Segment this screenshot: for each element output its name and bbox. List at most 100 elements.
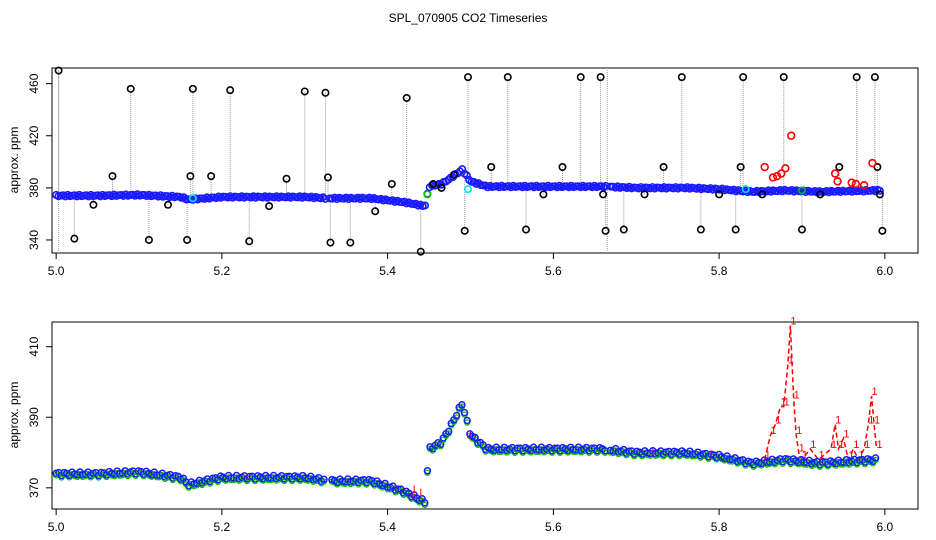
spike-point bbox=[265, 202, 274, 211]
series-label: 1 bbox=[775, 414, 781, 426]
baseline-point bbox=[460, 408, 469, 417]
outlier-point bbox=[777, 169, 786, 178]
spike-point bbox=[188, 84, 197, 93]
spike-point bbox=[245, 237, 254, 246]
spike-point bbox=[144, 235, 153, 244]
spike-point bbox=[835, 163, 844, 172]
baseline-point bbox=[421, 201, 430, 210]
spike-point bbox=[300, 87, 309, 96]
spike-point bbox=[387, 179, 396, 188]
bottom-y-tick-label: 390 bbox=[27, 407, 41, 427]
spike-point bbox=[539, 190, 548, 199]
accent-point bbox=[464, 185, 473, 194]
accent-point bbox=[797, 186, 806, 195]
spike-point bbox=[870, 73, 879, 82]
series-label: 1 bbox=[868, 414, 874, 426]
spike-point bbox=[449, 170, 458, 179]
baseline-point bbox=[320, 475, 328, 484]
series-label: 1 bbox=[802, 450, 808, 462]
spike-point bbox=[164, 200, 173, 209]
spike-point bbox=[402, 93, 411, 102]
bottom-plot-frame bbox=[51, 321, 919, 510]
bottom-x-tick-label: 6.0 bbox=[877, 520, 894, 534]
series-label: 1 bbox=[864, 439, 870, 451]
spike-point bbox=[878, 226, 887, 235]
top-x-tick-label: 6.0 bbox=[877, 264, 894, 278]
bottom-x-tick-label: 5.8 bbox=[711, 520, 728, 534]
bottom-axes: 5.0 5.2 5.4 5.6 5.8 6.0 370 390 410 bbox=[27, 336, 894, 534]
series-label: 1 bbox=[788, 354, 794, 366]
spike-point bbox=[779, 73, 788, 82]
spike-point bbox=[696, 225, 705, 234]
outlier-point bbox=[760, 162, 769, 172]
series-label: 1 bbox=[835, 414, 841, 426]
spike-point bbox=[437, 183, 446, 192]
spike-point bbox=[282, 174, 291, 183]
spike-point bbox=[875, 190, 884, 199]
spike-point bbox=[429, 179, 438, 188]
accent-point bbox=[741, 185, 750, 194]
spike-point bbox=[464, 73, 473, 82]
spike-point bbox=[640, 190, 649, 199]
baseline-point bbox=[875, 186, 884, 195]
spike-point bbox=[715, 190, 724, 199]
top-y-tick-label: 420 bbox=[27, 125, 41, 145]
series-label: 1 bbox=[796, 425, 802, 437]
outlier-point bbox=[868, 158, 877, 168]
spike-point bbox=[54, 66, 63, 75]
top-axes: 5.0 5.2 5.4 5.6 5.8 6.0 340 380 420 460 bbox=[27, 73, 894, 278]
series-label: 1 bbox=[843, 428, 849, 440]
spike-point bbox=[371, 207, 380, 216]
spike-point bbox=[736, 163, 745, 172]
spike-point bbox=[558, 163, 567, 172]
bottom-x-tick-label: 5.6 bbox=[545, 520, 562, 534]
accent-point bbox=[423, 190, 432, 199]
bottom-y-tick-label: 410 bbox=[27, 336, 41, 356]
spike-point bbox=[186, 172, 195, 181]
series-line bbox=[763, 325, 878, 462]
outlier-point bbox=[781, 164, 790, 173]
top-x-tick-label: 5.8 bbox=[711, 264, 728, 278]
top-marks bbox=[52, 66, 887, 256]
series-label: 1 bbox=[853, 439, 859, 451]
baseline-point bbox=[458, 400, 466, 409]
spike-point bbox=[503, 73, 512, 82]
bottom-y-tick-label: 370 bbox=[27, 477, 41, 497]
spike-point bbox=[70, 234, 79, 243]
series-label: 1 bbox=[794, 390, 800, 402]
spike-point bbox=[487, 163, 496, 172]
series-label: 1 bbox=[877, 439, 883, 451]
top-y-tick-label: 460 bbox=[27, 73, 41, 93]
spike-point bbox=[321, 88, 330, 97]
top-panel: 5.0 5.2 5.4 5.6 5.8 6.0 340 380 420 460 approx. p… bbox=[7, 66, 919, 278]
series-label: 1 bbox=[874, 414, 880, 426]
bottom-x-tick-label: 5.0 bbox=[48, 520, 65, 534]
top-x-tick-label: 5.6 bbox=[545, 264, 562, 278]
spike-point bbox=[323, 173, 332, 182]
spike-point bbox=[873, 163, 882, 172]
spike-point bbox=[619, 225, 628, 234]
accent-point bbox=[188, 194, 197, 203]
spike-point bbox=[576, 73, 585, 82]
baseline-point bbox=[463, 416, 471, 425]
outlier-point bbox=[787, 131, 796, 140]
outlier-point bbox=[859, 181, 869, 190]
bottom-x-tick-label: 5.2 bbox=[214, 520, 231, 534]
series-label: 1 bbox=[799, 443, 805, 455]
spike-point bbox=[416, 247, 425, 256]
outlier-point bbox=[833, 177, 842, 186]
bottom-x-tick-label: 5.4 bbox=[379, 520, 396, 534]
series-label: 1 bbox=[818, 450, 824, 462]
spike-point bbox=[346, 238, 355, 247]
top-y-tick-label: 340 bbox=[27, 230, 41, 250]
baseline-point bbox=[871, 454, 880, 462]
outlier-point bbox=[847, 178, 856, 187]
spike-point bbox=[852, 73, 861, 82]
top-x-tick-label: 5.0 bbox=[48, 264, 65, 278]
spike-point bbox=[816, 190, 825, 199]
series-label: 1 bbox=[770, 425, 776, 437]
baseline-point bbox=[452, 411, 461, 420]
